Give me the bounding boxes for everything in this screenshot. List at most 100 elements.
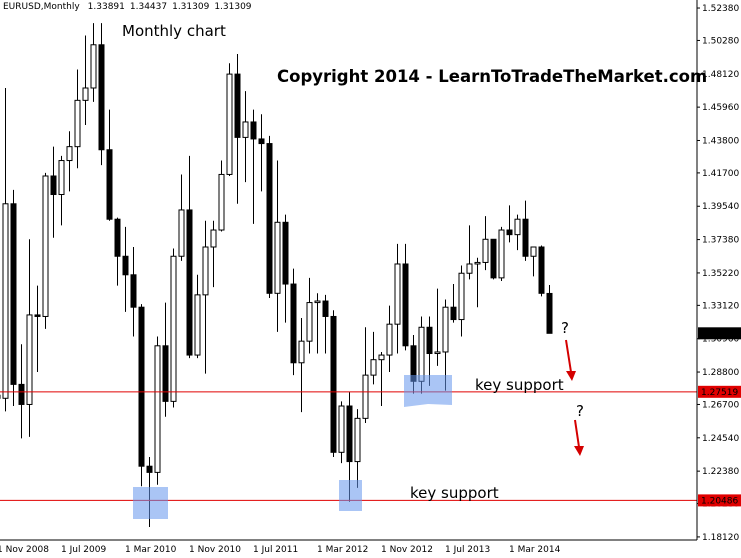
- x-tick-label: 1 Mar 2012: [317, 545, 368, 555]
- arrows: [565, 339, 584, 456]
- price-tag: [698, 385, 741, 398]
- x-tick-label: 1 Nov 2008: [0, 545, 49, 555]
- arrow: [565, 339, 572, 373]
- body: [58, 160, 65, 196]
- price-tag: [698, 494, 741, 507]
- highlight-box: [339, 480, 362, 511]
- body: [362, 374, 369, 419]
- arrow-head: [574, 446, 584, 456]
- high: 1.34437: [130, 2, 167, 12]
- header: EURUSD,Monthly 1.33891 1.34437 1.31309 1.313…: [3, 2, 252, 12]
- y-tick-label: 1.26700: [702, 400, 739, 410]
- y-tick-label: 1.37380: [702, 236, 739, 246]
- body: [218, 173, 225, 231]
- y-tick-label: 1.41700: [702, 169, 739, 179]
- body: [258, 138, 265, 145]
- body: [50, 175, 57, 196]
- body: [418, 326, 425, 382]
- body: [490, 238, 497, 279]
- body: [186, 209, 193, 356]
- body: [482, 238, 489, 263]
- price-tag-label: 1.20486: [701, 496, 738, 506]
- body: [442, 306, 449, 353]
- body: [210, 229, 217, 248]
- body: [282, 221, 289, 285]
- support-label: key support: [475, 376, 564, 394]
- x-tick-label: 1 Nov 2012: [381, 545, 433, 555]
- price-tags: 1.27519 1.20486 1.31309: [698, 327, 741, 507]
- body: [426, 326, 433, 355]
- y-tick-label: 1.50280: [702, 36, 739, 46]
- price-tag-label: 1.27519: [701, 388, 738, 398]
- x-tick-label: 1 Jul 2009: [61, 545, 106, 555]
- body: [202, 246, 209, 296]
- close: 1.31309: [214, 2, 251, 12]
- body: [274, 221, 281, 294]
- body: [162, 345, 169, 402]
- annotation: ?: [561, 319, 569, 337]
- candles: [0, 23, 553, 528]
- body: [370, 359, 377, 376]
- body: [2, 203, 9, 399]
- body: [130, 274, 137, 308]
- body: [242, 121, 249, 138]
- body: [306, 302, 313, 342]
- body: [338, 405, 345, 453]
- body: [330, 315, 337, 453]
- y-tick-label: 1.43800: [702, 136, 739, 146]
- body: [114, 218, 121, 257]
- body: [298, 340, 305, 364]
- body: [82, 87, 89, 101]
- y-tick-label: 1.18120: [702, 533, 739, 543]
- body: [538, 246, 545, 294]
- annotation: Monthly chart: [122, 22, 226, 40]
- arrow: [574, 419, 580, 448]
- body: [74, 99, 81, 148]
- open: 1.33891: [88, 2, 125, 12]
- y-tick-label: 1.35220: [702, 269, 739, 279]
- body: [546, 292, 553, 334]
- body: [474, 261, 481, 265]
- body: [90, 44, 97, 89]
- body: [346, 405, 353, 463]
- x-tick-label: 1 Jul 2011: [253, 545, 298, 555]
- body: [466, 263, 473, 274]
- body: [458, 272, 465, 321]
- body: [386, 323, 393, 356]
- y-tick-label: 1.45960: [702, 103, 739, 113]
- y-tick-label: 1.22380: [702, 467, 739, 477]
- x-tick-label: 1 Jul 2013: [445, 545, 490, 555]
- highlight-box: [133, 487, 168, 519]
- body: [122, 255, 129, 276]
- body: [434, 351, 441, 355]
- body: [138, 306, 145, 467]
- axis-labels: 1.52380 1.50280 1.48120 1.45960 1.43800 1.417…: [0, 4, 739, 555]
- x-tick-label: 1 Nov 2010: [189, 545, 241, 555]
- body: [194, 294, 201, 356]
- body: [42, 175, 49, 317]
- body: [522, 218, 529, 257]
- body: [98, 44, 105, 151]
- body: [266, 143, 273, 294]
- y-tick-label: 1.33120: [702, 301, 739, 311]
- x-tick-label: 1 Mar 2014: [509, 545, 561, 555]
- body: [234, 73, 241, 138]
- body: [154, 345, 161, 473]
- body: [354, 417, 361, 463]
- body: [314, 300, 321, 304]
- annotation: ?: [576, 402, 584, 420]
- body: [226, 73, 233, 175]
- body: [146, 465, 153, 473]
- y-tick-label: 1.52380: [702, 4, 739, 14]
- current-price-tag: [698, 327, 741, 340]
- y-tick-label: 1.24540: [702, 434, 739, 444]
- current-price-label: 1.31309: [701, 329, 738, 339]
- body: [18, 383, 25, 405]
- y-tick-label: 1.39540: [702, 202, 739, 212]
- body: [402, 263, 409, 347]
- body: [322, 300, 329, 317]
- y-tick-label: 1.30960: [702, 335, 739, 345]
- support-label: key support: [410, 484, 499, 502]
